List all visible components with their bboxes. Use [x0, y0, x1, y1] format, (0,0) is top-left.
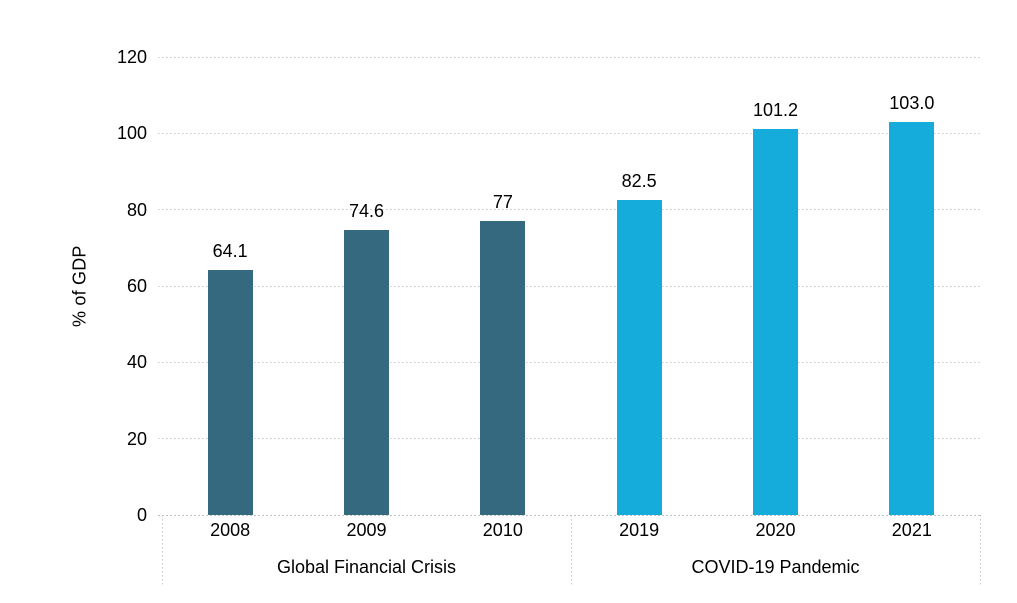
gridline — [158, 209, 980, 211]
x-tick-label-2020: 2020 — [755, 520, 796, 540]
bar-2021 — [889, 121, 935, 515]
bar-value-label: 82.5 — [621, 171, 657, 192]
axis-group-label: COVID-19 Pandemic — [691, 557, 860, 577]
axis-group-separator — [162, 515, 163, 586]
axis-group-separator — [980, 515, 981, 586]
x-axis-line — [158, 514, 980, 516]
plot-area: 64.1 74.6 77 82.5 101.2 103.0 — [158, 56, 980, 516]
x-tick-label-2009: 2009 — [346, 520, 387, 540]
y-tick-label: 0 — [136, 505, 147, 525]
x-tick-label-2010: 2010 — [482, 520, 523, 540]
x-tick-label-2021: 2021 — [891, 520, 932, 540]
bar-value-label: 64.1 — [212, 241, 248, 262]
y-tick-label: 20 — [126, 428, 147, 449]
gridline — [158, 132, 980, 134]
y-tick-label: 120 — [116, 47, 147, 67]
bar-2010 — [480, 221, 526, 515]
bar-2020 — [753, 128, 798, 515]
gridline — [158, 56, 980, 58]
x-tick-label-2019: 2019 — [619, 520, 660, 540]
y-tick-label: 40 — [126, 352, 147, 373]
axis-group-separator — [571, 515, 572, 586]
bar-value-label: 101.2 — [752, 99, 799, 120]
bar-2019 — [616, 200, 662, 515]
y-tick-label: 60 — [126, 276, 147, 296]
gridline — [158, 285, 980, 287]
x-tick-label-2008: 2008 — [210, 520, 251, 540]
y-tick-label: 100 — [116, 123, 147, 144]
bar-value-label: 77 — [492, 192, 513, 213]
gridline — [158, 438, 980, 440]
bar-2008 — [207, 270, 253, 515]
axis-group-label: Global Financial Crisis — [276, 557, 457, 577]
y-tick-label: 80 — [126, 199, 147, 220]
gridline — [158, 361, 980, 363]
bar-value-label: 103.0 — [889, 92, 935, 113]
bar-2009 — [344, 230, 389, 515]
bar-value-label: 74.6 — [348, 201, 385, 222]
